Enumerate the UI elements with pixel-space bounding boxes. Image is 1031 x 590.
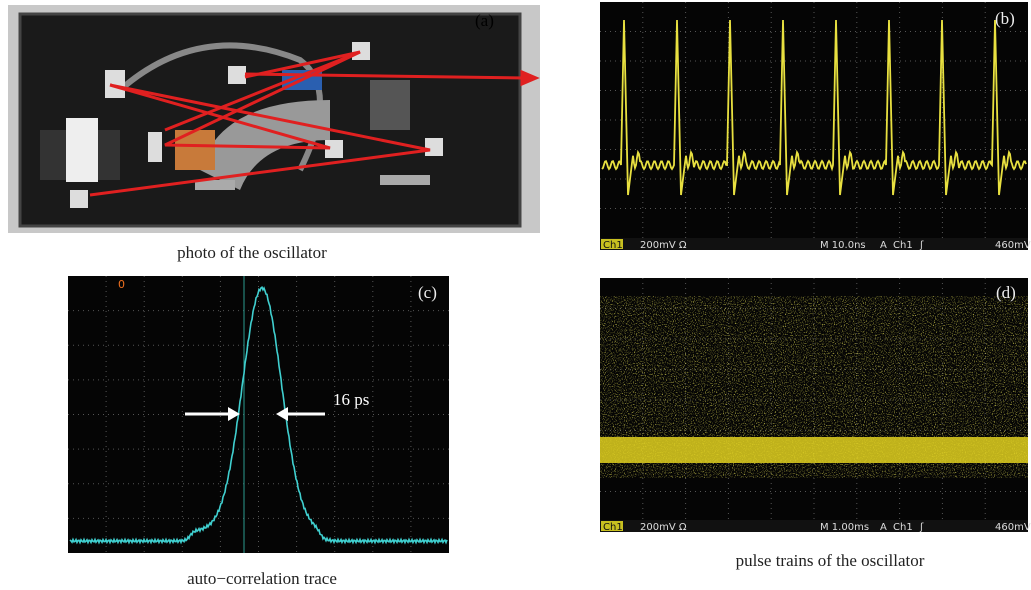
status-text: Ch1 (893, 522, 913, 533)
status-text: 460mV (995, 522, 1031, 533)
caption: auto−correlation trace (187, 569, 337, 588)
mirror (425, 138, 443, 156)
status-text: A (880, 522, 887, 533)
status-text: Ch1 (603, 240, 623, 251)
mirror (70, 190, 88, 208)
status-text: ʃ (919, 240, 924, 251)
waveform (601, 19, 1027, 196)
beam-path (89, 50, 540, 197)
status-text: M 1.00ms (820, 522, 869, 533)
arrowhead (228, 407, 240, 421)
status-text: Ch1 (603, 522, 623, 533)
status-text: A (880, 240, 887, 251)
panel-label: (a) (475, 11, 494, 30)
grid (68, 276, 449, 553)
mirrors (70, 42, 443, 208)
status-text: Ch1 (893, 240, 913, 251)
trigger-marker: 0 (118, 278, 125, 291)
mirror (228, 66, 246, 84)
annotation: 16 ps (333, 390, 369, 409)
status-text: ʃ (919, 522, 924, 533)
beam-output (244, 72, 526, 80)
arrowhead (276, 407, 288, 421)
pulse-band (600, 437, 1028, 463)
status-bar (600, 238, 1028, 250)
mirror (105, 70, 125, 98)
mirror (352, 42, 370, 60)
mirror (148, 132, 162, 162)
beam-arrow (520, 69, 540, 87)
panel-label: (b) (995, 9, 1015, 28)
status-text: 200mV Ω (640, 240, 687, 251)
status-text: 200mV Ω (640, 522, 687, 533)
autocorrelation-trace (69, 285, 448, 545)
panel-label: (d) (996, 283, 1016, 302)
caption: photo of the oscillator (177, 243, 327, 262)
scope-panel: (b) Ch1 200mV Ω M 10.0ns A Ch1 ʃ 460mV (600, 2, 1031, 251)
photo-panel: (a) photo of the oscillator (8, 5, 540, 262)
stage (370, 80, 410, 130)
scope-screen (600, 2, 1028, 250)
status-text: M 10.0ns (820, 240, 866, 251)
screw (195, 180, 235, 190)
scope-panel: pulse trains of the oscillator (d) Ch1 200… (600, 278, 1031, 570)
pump-housing (66, 118, 98, 182)
status-bar (600, 520, 1028, 532)
status-text: 460mV (995, 240, 1031, 251)
panel-label: (c) (418, 283, 437, 302)
scope-panel: 0 (c) auto−correlation trace 16 ps (68, 276, 449, 588)
mirror (325, 140, 343, 158)
beam (164, 50, 361, 132)
channel-badge (601, 521, 623, 531)
caption: pulse trains of the oscillator (736, 551, 925, 570)
channel-badge (601, 239, 623, 249)
screw (380, 175, 430, 185)
